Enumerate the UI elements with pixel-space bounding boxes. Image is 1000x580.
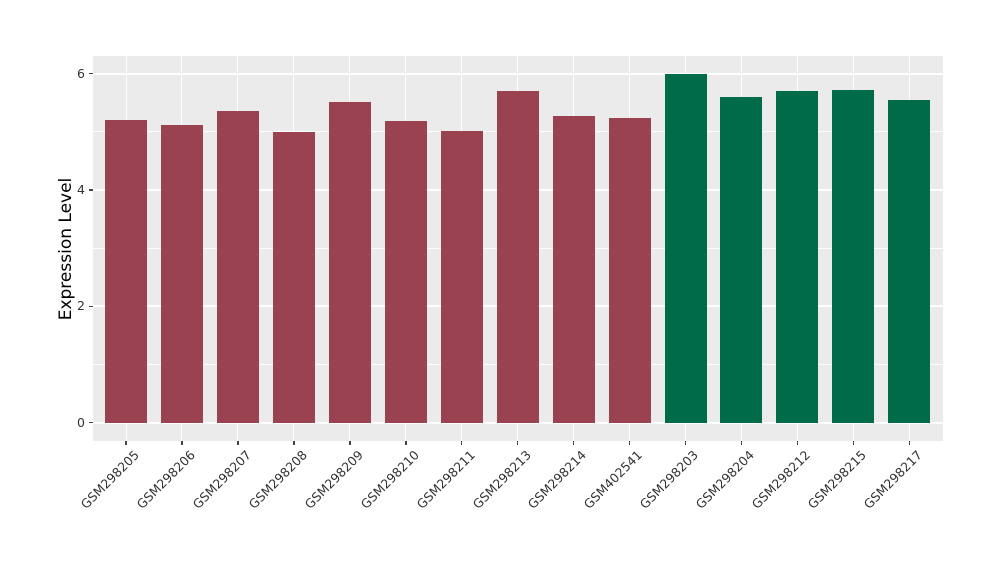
x-tick-label-GSM298209: GSM298209 [301,447,366,512]
x-tick-mark-GSM298211 [460,441,463,445]
x-tick-label-GSM298204: GSM298204 [692,447,758,512]
y-tick-label-0: 0 [77,414,85,430]
bar-GSM298207 [216,110,259,423]
x-tick-mark-GSM402541 [628,441,631,445]
bar-GSM298204 [720,96,763,423]
x-tick-mark-GSM298217 [908,441,911,445]
x-tick-mark-GSM298209 [349,441,351,445]
y-axis-title: Expression Level [56,177,76,320]
x-tick-mark-GSM298206 [181,441,183,445]
bar-GSM402541 [608,118,651,423]
x-tick-label-GSM402541: GSM402541 [581,447,646,512]
bar-GSM298210 [384,121,427,423]
bar-GSM298206 [160,125,203,423]
bar-GSM298203 [664,73,707,423]
y-tick-label-4: 4 [77,182,85,198]
x-tick-label-GSM298211: GSM298211 [413,447,478,512]
plot-panel [93,56,943,441]
x-tick-mark-GSM298212 [796,441,799,445]
x-tick-mark-GSM298204 [740,441,743,445]
x-tick-mark-GSM298210 [405,441,407,445]
x-tick-label-GSM298206: GSM298206 [133,447,198,512]
x-tick-label-GSM298207: GSM298207 [189,447,254,512]
x-tick-mark-GSM298205 [125,441,127,445]
y-tick-label-6: 6 [77,65,85,81]
y-tick-mark-2 [89,305,93,308]
bar-GSM298208 [272,132,315,423]
x-tick-label-GSM298208: GSM298208 [245,447,310,512]
y-tick-mark-6 [89,72,93,75]
x-tick-label-GSM298205: GSM298205 [77,447,142,512]
x-tick-label-GSM298214: GSM298214 [525,447,590,512]
x-tick-mark-GSM298213 [516,441,519,445]
x-tick-label-GSM298212: GSM298212 [748,447,814,512]
y-tick-mark-4 [89,189,93,191]
bar-GSM298211 [440,130,483,423]
x-tick-mark-GSM298207 [237,441,239,445]
x-tick-mark-GSM298208 [293,441,295,445]
bar-GSM298217 [888,100,931,423]
bar-GSM298213 [496,91,539,423]
bar-GSM298215 [832,89,875,423]
y-tick-mark-0 [89,421,93,424]
y-tick-label-2: 2 [77,298,85,314]
x-tick-label-GSM298203: GSM298203 [636,447,702,512]
bar-GSM298209 [328,101,371,423]
bar-GSM298205 [105,119,147,423]
x-tick-mark-GSM298203 [684,441,687,445]
x-tick-label-GSM298213: GSM298213 [469,447,534,512]
x-tick-label-GSM298210: GSM298210 [357,447,422,512]
x-tick-mark-GSM298215 [852,441,855,445]
x-tick-mark-GSM298214 [572,441,575,445]
x-tick-label-GSM298217: GSM298217 [860,447,926,512]
x-tick-label-GSM298215: GSM298215 [804,447,870,512]
bar-GSM298214 [552,115,595,423]
bar-GSM298212 [776,91,819,423]
